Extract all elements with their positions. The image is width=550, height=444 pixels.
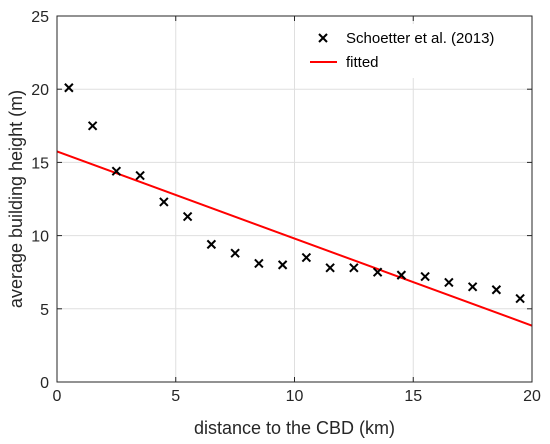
data-point bbox=[420, 271, 430, 282]
data-point bbox=[159, 197, 169, 207]
data-point bbox=[135, 170, 145, 181]
data-point bbox=[349, 263, 359, 273]
data-point bbox=[230, 248, 240, 258]
data-point bbox=[111, 166, 122, 176]
data-points-layer bbox=[64, 83, 525, 304]
data-point bbox=[372, 267, 383, 277]
data-point bbox=[87, 121, 98, 131]
legend-box bbox=[305, 24, 525, 78]
data-point bbox=[277, 260, 288, 270]
x-tick-label: 0 bbox=[53, 388, 62, 405]
x-tick-label: 20 bbox=[523, 388, 541, 405]
axis-ticks bbox=[56, 15, 533, 383]
y-tick-label: 20 bbox=[31, 82, 49, 99]
data-point bbox=[515, 293, 525, 304]
fitted-line bbox=[56, 150, 533, 327]
y-tick-label: 5 bbox=[40, 302, 49, 319]
legend-label-fitted: fitted bbox=[346, 54, 379, 71]
x-tick-label: 5 bbox=[171, 388, 180, 405]
x-tick-label: 10 bbox=[286, 388, 304, 405]
x-tick-labels: 0 5 10 15 20 bbox=[53, 388, 541, 405]
data-point bbox=[444, 277, 454, 288]
y-tick-label: 25 bbox=[31, 9, 49, 26]
fitted-line-layer bbox=[56, 150, 533, 327]
legend-marker-x bbox=[318, 33, 328, 43]
x-axis-title: distance to the CBD (km) bbox=[194, 418, 395, 438]
data-point bbox=[254, 258, 264, 269]
y-tick-label: 10 bbox=[31, 229, 49, 246]
data-point bbox=[182, 211, 193, 222]
data-point bbox=[64, 83, 74, 93]
y-axis-title: average building height (m) bbox=[6, 90, 26, 308]
legend: Schoetter et al. (2013) fitted bbox=[305, 24, 525, 78]
y-tick-label: 15 bbox=[31, 155, 49, 172]
data-point bbox=[325, 263, 335, 273]
legend-label-observed: Schoetter et al. (2013) bbox=[346, 30, 494, 47]
data-point bbox=[301, 252, 312, 263]
data-point bbox=[467, 282, 478, 292]
y-tick-labels: 0 5 10 15 20 25 bbox=[31, 9, 49, 392]
x-tick-label: 15 bbox=[404, 388, 422, 405]
data-point bbox=[491, 285, 502, 295]
y-tick-label: 0 bbox=[40, 375, 49, 392]
data-point bbox=[396, 270, 407, 280]
data-point bbox=[206, 239, 217, 250]
